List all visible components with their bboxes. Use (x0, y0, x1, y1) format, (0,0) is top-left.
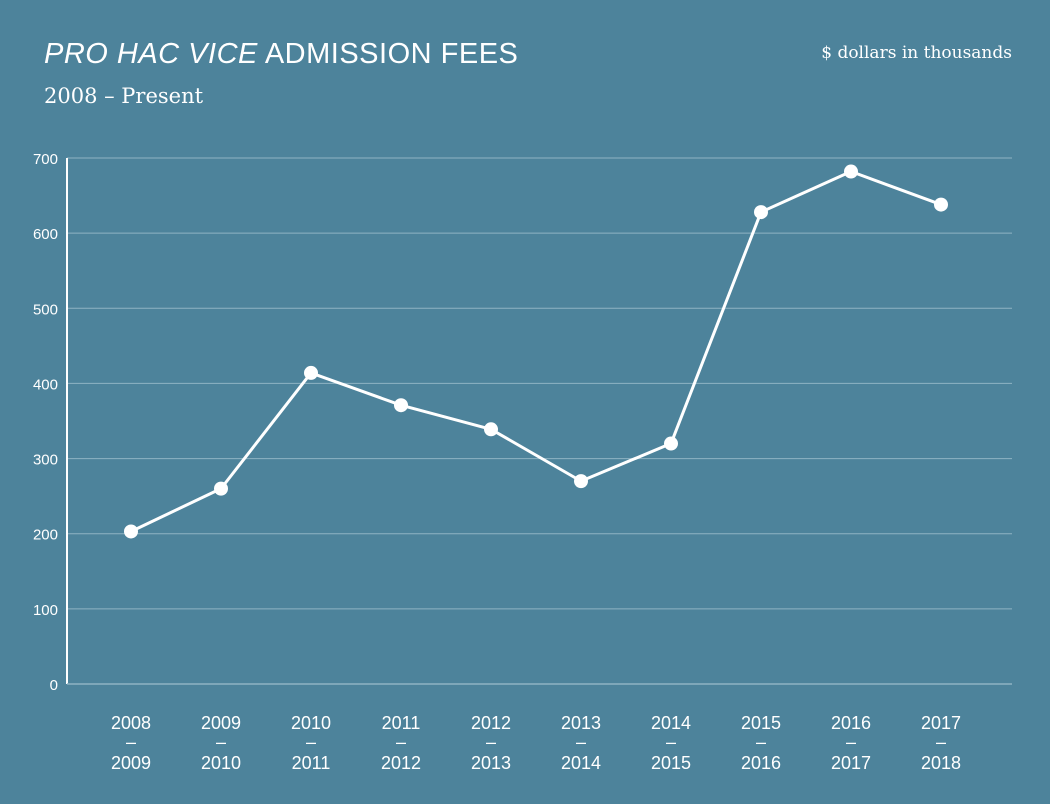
x-tick-label: 2014 (561, 753, 601, 773)
x-tick-label: – (936, 732, 946, 752)
y-tick-label: 500 (33, 301, 58, 318)
x-tick-label: 2015 (741, 713, 781, 733)
series-layer (124, 164, 948, 539)
series-line (130, 170, 942, 533)
y-tick-label: 400 (33, 376, 58, 393)
data-point (394, 398, 408, 413)
x-tick-label: – (756, 732, 766, 752)
x-tick-label: 2008 (111, 713, 151, 733)
chart-subtitle: 2008 – Present (44, 84, 204, 108)
y-tick-label: 600 (33, 226, 58, 243)
x-tick-label: 2018 (921, 753, 961, 773)
chart-title: PRO HAC VICE ADMISSION FEES (44, 38, 518, 71)
x-tick-label: 2012 (381, 753, 421, 773)
x-tick-label: – (126, 732, 136, 752)
data-point (124, 524, 138, 539)
x-tick-label: – (396, 732, 406, 752)
data-point (214, 481, 228, 496)
x-tick-label: – (306, 732, 316, 752)
units-label: $ dollars in thousands (821, 43, 1012, 63)
data-point (664, 436, 678, 451)
x-tick-label: 2009 (201, 713, 241, 733)
x-tick-label: 2009 (111, 753, 151, 773)
data-point (574, 474, 588, 489)
chart-title-rest: ADMISSION FEES (264, 38, 519, 70)
data-point (304, 365, 318, 380)
axes (66, 158, 1012, 685)
x-tick-label: 2017 (831, 753, 871, 773)
y-tick-label: 300 (33, 452, 58, 469)
x-tick-label: 2011 (382, 713, 421, 733)
y-tick-label: 0 (50, 677, 58, 694)
x-tick-label: 2013 (471, 753, 511, 773)
x-tick-label: 2017 (921, 713, 961, 733)
data-point (754, 205, 768, 220)
y-tick-label: 700 (33, 151, 58, 168)
y-tick-label: 200 (33, 527, 58, 544)
x-tick-label: 2014 (651, 713, 691, 733)
x-tick-label: 2011 (292, 753, 331, 773)
x-tick-label: – (846, 732, 856, 752)
x-tick-label: 2015 (651, 753, 691, 773)
x-tick-label: – (666, 732, 676, 752)
x-tick-label: – (486, 732, 496, 752)
data-point (934, 197, 948, 212)
x-tick-label: 2013 (561, 713, 601, 733)
x-tick-label: 2012 (471, 713, 511, 733)
x-tick-labels: 2008–20092009–20102010–20112011–20122012… (111, 713, 961, 773)
x-tick-label: 2016 (831, 713, 871, 733)
gridlines (67, 157, 1012, 610)
x-tick-label: – (576, 732, 586, 752)
chart-title-italic: PRO HAC VICE (44, 38, 258, 70)
x-tick-label: – (216, 732, 226, 752)
x-tick-label: 2010 (201, 753, 241, 773)
x-tick-label: 2010 (291, 713, 331, 733)
x-tick-label: 2016 (741, 753, 781, 773)
data-point (844, 164, 858, 179)
y-tick-labels: 0 100 200 300 400 500 600 700 (33, 151, 58, 694)
data-point (484, 422, 498, 437)
y-tick-label: 100 (33, 602, 58, 619)
